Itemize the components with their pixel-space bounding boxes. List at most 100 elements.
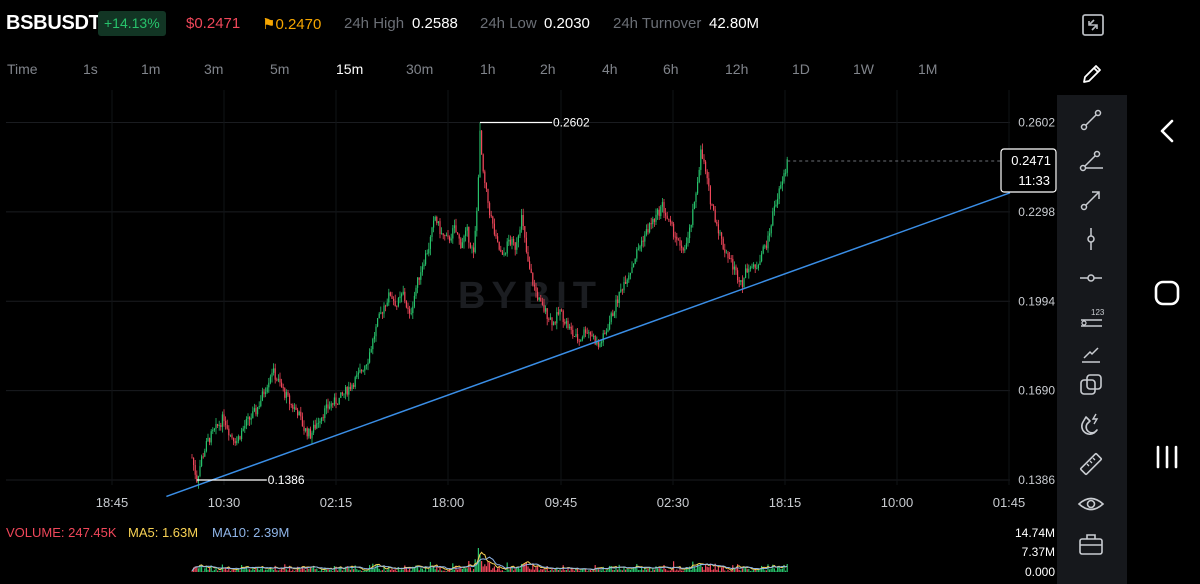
shapes-icon[interactable] xyxy=(1077,371,1105,399)
home-nav-icon[interactable] xyxy=(1152,278,1182,308)
tf-1d[interactable]: 1D xyxy=(792,61,810,77)
symbol-name[interactable]: BSBUSDT xyxy=(6,12,101,34)
tf-4h[interactable]: 4h xyxy=(602,61,618,77)
price-range-icon[interactable]: 123 xyxy=(1077,304,1105,332)
volume-bar xyxy=(489,562,491,572)
candle-body xyxy=(665,212,667,216)
candle-body xyxy=(722,238,724,250)
eye-icon[interactable] xyxy=(1077,490,1105,518)
candle-body xyxy=(410,313,412,314)
volume-bar xyxy=(521,563,523,572)
trend-angle-icon[interactable] xyxy=(1077,146,1105,174)
candle-body xyxy=(444,235,446,237)
volume-bar xyxy=(602,566,604,572)
candle-body xyxy=(405,301,407,308)
tf-1w[interactable]: 1W xyxy=(853,61,874,77)
volume-bar xyxy=(516,567,518,572)
volume-bar xyxy=(695,568,697,572)
back-nav-icon[interactable] xyxy=(1155,118,1179,144)
collapse-icon[interactable] xyxy=(1080,12,1106,38)
tf-15m[interactable]: 15m xyxy=(336,61,364,77)
candle-body xyxy=(396,306,398,307)
volume-bar xyxy=(495,570,497,572)
candle-body xyxy=(743,277,745,287)
tf-2h[interactable]: 2h xyxy=(540,61,556,77)
tf-3m[interactable]: 3m xyxy=(204,61,224,77)
volume-bar xyxy=(425,566,427,572)
volume-bar xyxy=(772,564,774,572)
pencil-icon[interactable] xyxy=(1078,60,1106,88)
polyline-icon[interactable] xyxy=(1077,340,1105,368)
candle-body xyxy=(273,368,275,373)
candle-body xyxy=(357,372,359,375)
candle-body xyxy=(373,336,375,340)
line-segment-icon[interactable] xyxy=(1077,106,1105,134)
candle-body xyxy=(391,295,393,299)
volume-bar xyxy=(554,569,556,572)
volume-bar xyxy=(633,568,635,572)
tf-30m[interactable]: 30m xyxy=(406,61,434,77)
volume-bar xyxy=(754,569,756,572)
tf-1m-month[interactable]: 1M xyxy=(918,61,938,77)
candle-body xyxy=(650,223,652,225)
candle-body xyxy=(436,216,438,224)
volume-bar xyxy=(301,566,303,572)
vertical-line-icon[interactable] xyxy=(1077,225,1105,253)
volume-bar xyxy=(548,571,550,572)
ma10-line xyxy=(191,556,788,572)
candlestick-chart[interactable]: BYBIT 0.2602 0.1386 0.26020.22980.19940.… xyxy=(0,90,1057,580)
candle-body xyxy=(738,280,740,283)
tf-1h[interactable]: 1h xyxy=(480,61,496,77)
tf-5m[interactable]: 5m xyxy=(270,61,290,77)
candle-body xyxy=(404,291,406,302)
tf-12h[interactable]: 12h xyxy=(725,61,749,77)
volume-bar xyxy=(684,570,686,572)
ruler-icon[interactable] xyxy=(1077,450,1105,478)
volume-bar xyxy=(380,570,382,572)
volume-bar xyxy=(265,569,267,572)
candle-body xyxy=(717,224,719,234)
volume-bar xyxy=(676,569,678,572)
volume-bar xyxy=(762,567,764,572)
volume-chart[interactable]: 14.74M 7.37M 0.000 xyxy=(0,520,1057,584)
candle-body xyxy=(479,130,481,178)
candle-body xyxy=(349,386,351,390)
change-badge: +14.13% xyxy=(98,11,166,36)
volume-bar xyxy=(428,569,430,572)
volume-bar xyxy=(322,570,324,572)
volume-bar xyxy=(373,568,375,572)
candle-body xyxy=(457,232,459,235)
tf-1s[interactable]: 1s xyxy=(83,61,98,77)
tf-1m[interactable]: 1m xyxy=(141,61,161,77)
volume-bar xyxy=(258,570,260,572)
tf-time[interactable]: Time xyxy=(7,61,38,77)
candle-body xyxy=(495,234,497,237)
volume-bar xyxy=(253,569,255,572)
candle-body xyxy=(697,182,699,194)
tf-6h[interactable]: 6h xyxy=(663,61,679,77)
flag-icon: ⚑ xyxy=(262,16,276,33)
trendline[interactable] xyxy=(166,192,1011,498)
candle-body xyxy=(221,414,223,427)
last-price-tag-box xyxy=(1000,148,1057,193)
candle-body xyxy=(572,329,574,337)
y-tick-label: 0.2298 xyxy=(1018,205,1055,219)
volume-bar xyxy=(685,567,687,572)
magnet-icon[interactable] xyxy=(1077,410,1105,438)
candle-body xyxy=(684,249,686,251)
volume-bar xyxy=(698,566,700,572)
candle-body xyxy=(482,154,484,172)
ray-arrow-icon[interactable] xyxy=(1077,186,1105,214)
candle-body xyxy=(202,456,204,458)
recents-nav-icon[interactable] xyxy=(1152,442,1182,472)
horizontal-line-icon[interactable] xyxy=(1077,264,1105,292)
toolbox-icon[interactable] xyxy=(1077,530,1105,558)
candle-body xyxy=(689,227,691,239)
candle-body xyxy=(295,407,297,410)
candle-body xyxy=(343,393,345,395)
volume-bar xyxy=(724,570,726,572)
candle-body xyxy=(215,424,217,429)
volume-bar xyxy=(306,566,308,572)
candle-body xyxy=(300,411,302,417)
candle-body xyxy=(306,428,308,437)
